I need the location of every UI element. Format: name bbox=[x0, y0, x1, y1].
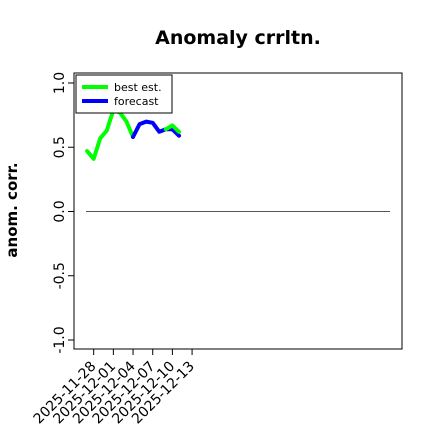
legend-label-best-est: best est. bbox=[114, 81, 162, 94]
series-line-extra-2 bbox=[163, 123, 181, 134]
y-tick-label: 0.0 bbox=[52, 200, 68, 222]
legend: best est. forecast bbox=[75, 74, 173, 114]
series-line-forecast bbox=[131, 119, 181, 139]
legend-box bbox=[75, 74, 173, 114]
y-tick-label: -1.0 bbox=[52, 326, 68, 353]
chart-title: Anomaly crrltn. bbox=[155, 27, 321, 49]
y-tick-label: 0.5 bbox=[52, 136, 68, 158]
legend-label-forecast: forecast bbox=[114, 95, 159, 108]
y-tick-label: 1.0 bbox=[52, 72, 68, 94]
y-tick-label: -0.5 bbox=[52, 262, 68, 289]
y-axis-ticks: -1.0 -0.5 0.0 0.5 1.0 bbox=[52, 72, 74, 354]
y-axis-label: anom. corr. bbox=[3, 162, 21, 257]
series-line-best-est bbox=[85, 108, 135, 161]
x-axis-ticks: 2025-11-282025-12-012025-12-042025-12-07… bbox=[31, 349, 198, 427]
series-lines bbox=[85, 108, 181, 161]
